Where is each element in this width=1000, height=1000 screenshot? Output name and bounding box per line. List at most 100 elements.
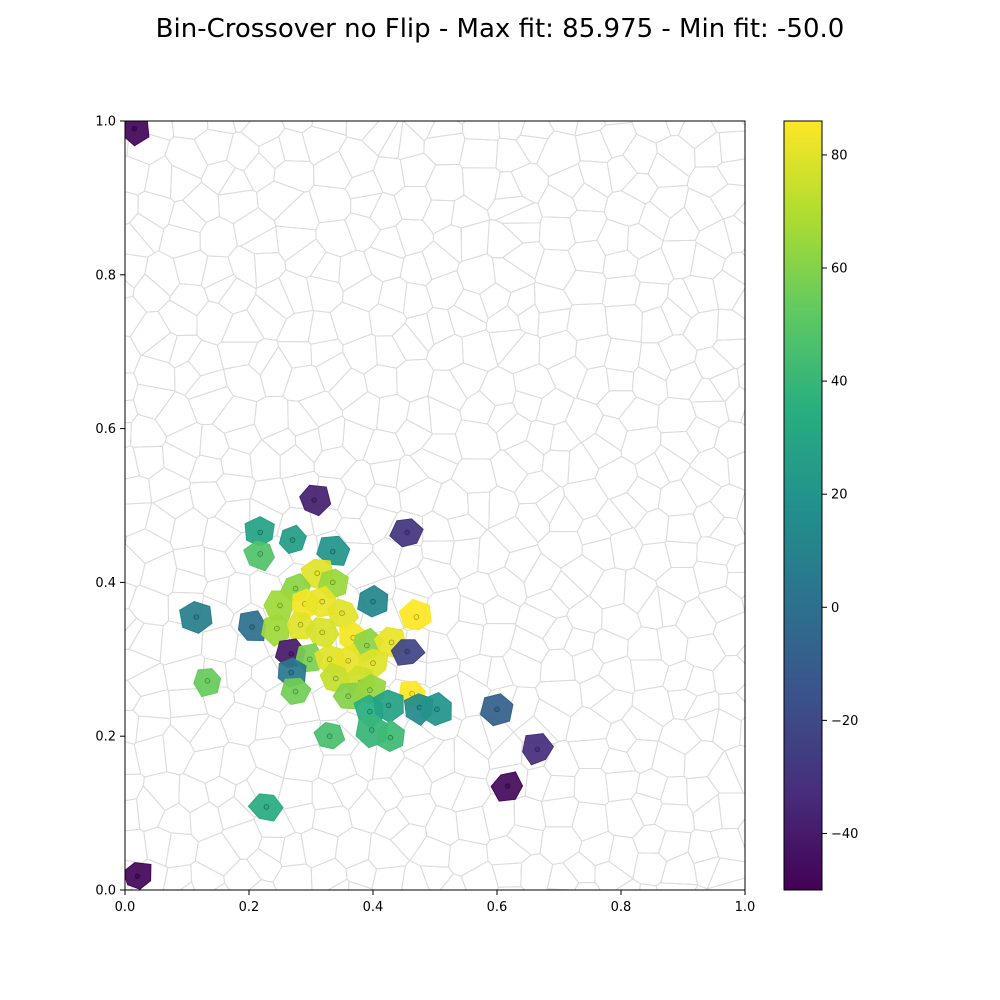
x-tick-label: 1.0 xyxy=(735,900,756,915)
mesh-cell xyxy=(393,185,433,221)
mesh-cell xyxy=(609,527,644,571)
mesh-cell xyxy=(441,61,488,104)
mesh-cell xyxy=(537,183,578,219)
mesh-cell xyxy=(535,387,576,426)
mesh-cell xyxy=(523,552,562,599)
mesh-cell xyxy=(297,390,343,428)
mesh-cell xyxy=(217,277,257,315)
mesh-cell xyxy=(601,274,641,308)
mesh-cell xyxy=(626,61,660,116)
mesh-cell xyxy=(368,303,408,337)
mesh-cell xyxy=(665,121,686,137)
data-point xyxy=(257,551,264,557)
mesh-cell xyxy=(620,172,659,205)
mesh-cell xyxy=(618,396,660,432)
mesh-cell xyxy=(342,418,375,462)
mesh-cell xyxy=(603,61,647,102)
data-point xyxy=(306,656,313,663)
data-point xyxy=(332,675,339,682)
mesh-cell xyxy=(569,209,608,244)
data-point xyxy=(413,614,420,620)
mesh-cell xyxy=(689,241,726,280)
mesh-cell xyxy=(249,477,291,516)
mesh-cell xyxy=(692,500,726,538)
mesh-cell xyxy=(486,195,536,221)
y-tick-label: 0.8 xyxy=(95,268,116,283)
data-point xyxy=(370,660,376,666)
mesh-cell xyxy=(282,364,326,402)
colorbar-tick-label: −40 xyxy=(831,827,858,842)
mesh-cell xyxy=(691,61,724,119)
mesh-cell xyxy=(405,395,433,434)
mesh-cell xyxy=(660,851,698,886)
mesh-cell xyxy=(658,61,706,109)
mesh-cell xyxy=(501,241,545,280)
mesh-cell xyxy=(402,281,434,320)
mesh-cell xyxy=(566,302,609,342)
mesh-cell xyxy=(182,745,225,784)
mesh-cell xyxy=(393,544,424,578)
mesh-cell xyxy=(132,383,176,420)
mesh-cell xyxy=(549,494,584,533)
mesh-cell xyxy=(90,462,124,499)
mesh-cell xyxy=(478,365,517,407)
mesh-cell xyxy=(518,61,556,113)
mesh-cell xyxy=(211,395,258,434)
mesh-cell xyxy=(574,881,602,890)
data-point xyxy=(249,624,255,630)
mesh-cell xyxy=(603,337,643,373)
mesh-cell xyxy=(740,61,805,107)
mesh-cell xyxy=(68,139,119,159)
mesh-cell xyxy=(419,865,455,890)
mesh-cell xyxy=(538,216,576,252)
mesh-cell xyxy=(455,805,491,846)
data-point xyxy=(274,625,280,632)
mesh-cell xyxy=(167,61,202,111)
mesh-cell xyxy=(402,121,436,142)
mesh-cell xyxy=(377,276,408,314)
mesh-cell xyxy=(345,121,380,142)
mesh-cell xyxy=(450,194,491,229)
mesh-cell xyxy=(343,550,393,590)
mesh-cell xyxy=(317,415,346,452)
mesh-cell xyxy=(223,858,262,890)
mesh-cell xyxy=(409,835,451,868)
mesh-cell xyxy=(399,61,442,107)
mesh-cell xyxy=(125,533,128,545)
x-tick-label: 0.6 xyxy=(487,900,508,915)
mesh-cell xyxy=(372,156,406,197)
mesh-cell xyxy=(133,734,168,778)
mesh-cell xyxy=(326,878,350,890)
data-point xyxy=(404,648,410,655)
mesh-cell xyxy=(80,688,118,726)
mesh-cell xyxy=(497,332,541,375)
mesh-cell xyxy=(596,218,630,256)
mesh-cell xyxy=(666,277,700,319)
mesh-cell xyxy=(305,275,344,314)
data-point xyxy=(326,656,333,663)
mesh-cell xyxy=(65,656,110,707)
mesh-cell xyxy=(722,214,745,254)
mesh-cell xyxy=(460,219,490,263)
mesh-cell xyxy=(546,355,588,399)
mesh-cell xyxy=(65,61,120,113)
mesh-cell xyxy=(577,160,613,198)
data-point xyxy=(404,529,410,536)
mesh-cell xyxy=(162,723,196,776)
mesh-cell xyxy=(395,218,435,257)
mesh-cell xyxy=(456,253,497,295)
mesh-cell xyxy=(545,888,575,890)
mesh-cell xyxy=(164,421,203,459)
mesh-cell xyxy=(724,744,745,795)
mesh-cell xyxy=(685,665,717,697)
mesh-cell xyxy=(576,514,613,546)
mesh-cell xyxy=(727,450,745,491)
mesh-cell xyxy=(225,571,252,615)
mesh-cell xyxy=(622,133,658,175)
mesh-cell xyxy=(599,121,638,159)
mesh-cell xyxy=(693,131,723,168)
mesh-cell xyxy=(423,132,466,166)
mesh-cell xyxy=(395,454,430,494)
mesh-cell xyxy=(603,121,633,126)
colorbar-tick-label: 20 xyxy=(831,488,848,503)
